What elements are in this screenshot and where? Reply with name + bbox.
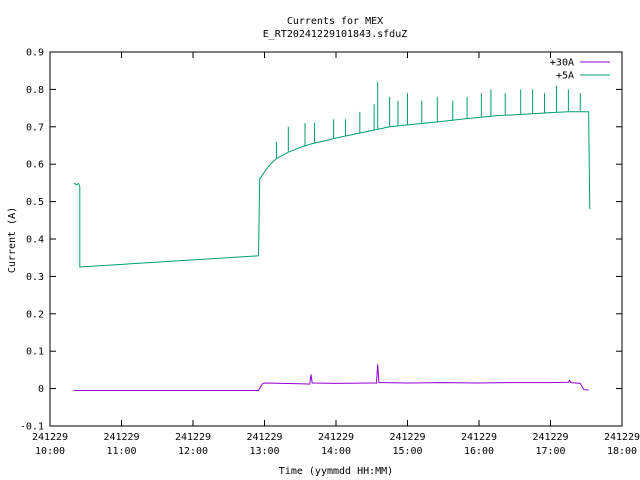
x-tick-time-label: 12:00 — [178, 446, 208, 457]
x-tick-date-label: 241229 — [532, 432, 568, 443]
x-tick-time-label: 17:00 — [535, 446, 565, 457]
y-axis: -0.1 0 0.1 0.2 0.3 0.4 0.5 0.6 0.7 0.8 0.9 — [20, 48, 622, 433]
x-tick-date-label: 241229 — [103, 432, 139, 443]
plot-area-frame — [49, 51, 623, 427]
legend-label: +5A — [556, 71, 574, 82]
series-line-0 — [73, 364, 589, 391]
y-axis-label: Current (A) — [7, 207, 18, 273]
y-tick-label: 0.1 — [26, 347, 44, 358]
x-tick-date-label: 241229 — [461, 432, 497, 443]
x-axis-label: Time (yymmdd HH:MM) — [279, 466, 393, 477]
x-tick-date-label: 241229 — [32, 432, 68, 443]
y-tick-label: 0.8 — [26, 85, 44, 96]
y-tick-label: 0.5 — [26, 197, 44, 208]
x-tick-time-label: 11:00 — [106, 446, 136, 457]
legend: +30A +5A — [550, 58, 610, 82]
x-tick-time-label: 14:00 — [321, 446, 351, 457]
x-tick-date-label: 241229 — [389, 432, 425, 443]
chart-title: Currents for MEX — [287, 16, 383, 27]
x-tick-date-label: 241229 — [246, 432, 282, 443]
x-axis: 241229 10:00 241229 11:00 241229 12:00 241229 1… — [32, 52, 640, 457]
x-tick-date-label: 241229 — [175, 432, 211, 443]
y-tick-label: 0 — [38, 384, 44, 395]
series-layer — [73, 81, 591, 391]
y-tick-label: 0.6 — [26, 160, 44, 171]
x-tick-date-label: 241229 — [318, 432, 354, 443]
x-tick-time-label: 10:00 — [35, 446, 65, 457]
x-tick-time-label: 15:00 — [392, 446, 422, 457]
x-tick-date-label: 241229 — [604, 432, 640, 443]
x-tick-time-label: 18:00 — [607, 446, 637, 457]
x-tick-time-label: 13:00 — [249, 446, 279, 457]
series-line-1 — [73, 111, 591, 268]
y-tick-label: -0.1 — [20, 422, 44, 433]
y-tick-label: 0.7 — [26, 122, 44, 133]
legend-label: +30A — [550, 58, 574, 69]
chart-subtitle: E_RT20241229101843.sfduZ — [263, 29, 408, 40]
y-tick-label: 0.9 — [26, 48, 44, 59]
y-tick-label: 0.2 — [26, 309, 44, 320]
y-tick-label: 0.4 — [26, 235, 44, 246]
x-tick-time-label: 16:00 — [464, 446, 494, 457]
y-tick-label: 0.3 — [26, 272, 44, 283]
